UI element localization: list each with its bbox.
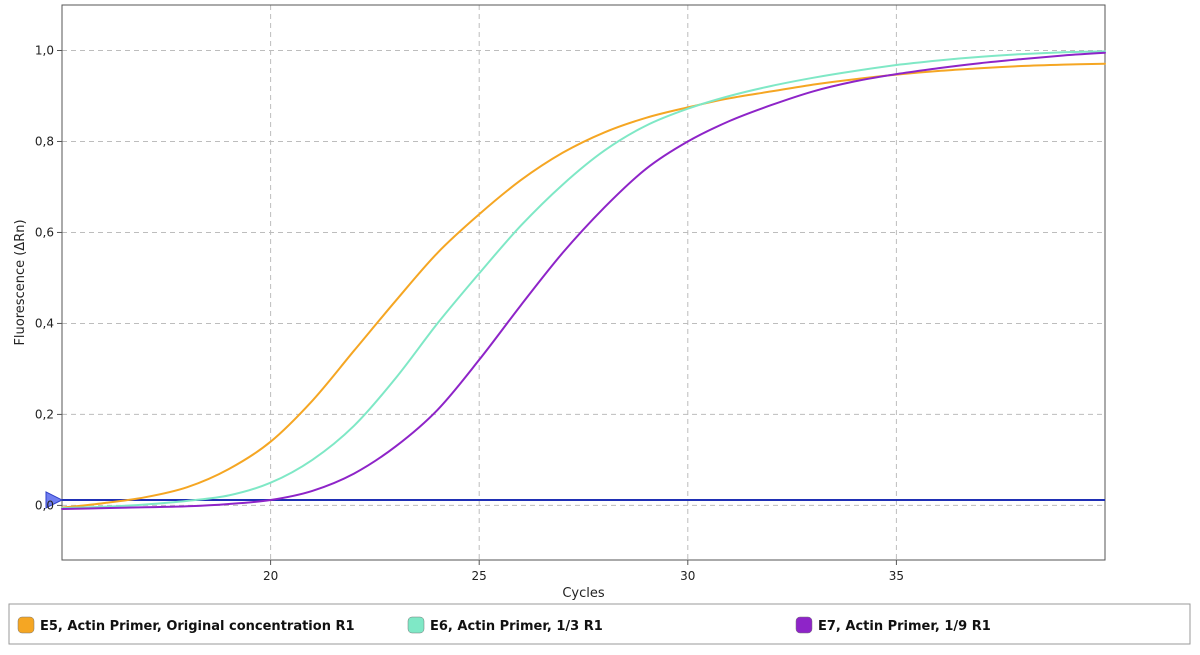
legend-box <box>8 603 1191 645</box>
legend-item[interactable]: E5, Actin Primer, Original concentration… <box>17 616 355 634</box>
threshold <box>45 491 1105 509</box>
series-lines <box>61 50 1106 510</box>
y-tick-label: 0,8 <box>35 134 54 148</box>
legend-label: E6, Actin Primer, 1/3 R1 <box>430 619 603 634</box>
legend-label: E7, Actin Primer, 1/9 R1 <box>818 619 991 634</box>
legend-label: E5, Actin Primer, Original concentration… <box>40 619 355 634</box>
threshold-handle[interactable] <box>45 491 64 509</box>
grid <box>62 5 1105 560</box>
legend-swatch <box>795 616 813 634</box>
y-tick-label: 0,2 <box>35 407 54 421</box>
x-axis-title: Cycles <box>562 586 605 601</box>
series-line-3 <box>61 51 1106 510</box>
y-tick-label: 0,6 <box>35 225 54 239</box>
legend: E5, Actin Primer, Original concentration… <box>17 616 991 634</box>
series-line-2 <box>61 50 1106 510</box>
y-tick-label: 0,4 <box>35 316 54 330</box>
x-tick-label: 25 <box>472 569 487 583</box>
legend-item[interactable]: E7, Actin Primer, 1/9 R1 <box>795 616 991 634</box>
y-tick-label: 0,0 <box>35 498 54 512</box>
x-tick-label: 30 <box>680 569 695 583</box>
plot-area-border <box>61 4 1106 561</box>
legend-swatch <box>407 616 425 634</box>
y-axis-title: Fluorescence (ΔRn) <box>13 219 28 345</box>
legend-item[interactable]: E6, Actin Primer, 1/3 R1 <box>407 616 603 634</box>
series-line-1 <box>61 62 1106 509</box>
y-tick-label: 1,0 <box>35 43 54 57</box>
legend-swatch <box>17 616 35 634</box>
x-tick-label: 35 <box>889 569 904 583</box>
axis-ticks: 0,0 0,2 0,4 0,6 0,8 1,0 20 25 30 35 <box>35 43 904 583</box>
x-tick-label: 20 <box>263 569 278 583</box>
